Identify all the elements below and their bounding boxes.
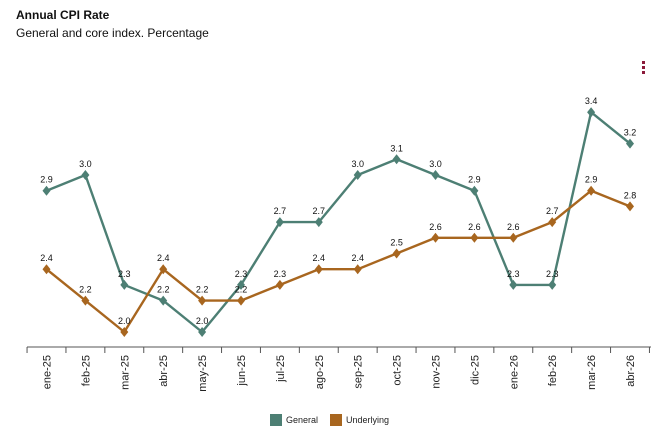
data-point-underlying <box>42 264 51 275</box>
chart-subtitle: General and core index. Percentage <box>16 26 209 40</box>
x-tick-label: jul-25 <box>275 355 287 383</box>
data-label-underlying: 2.7 <box>546 206 559 216</box>
data-point-underlying <box>470 232 479 243</box>
data-point-general <box>587 107 596 118</box>
data-label-underlying: 2.8 <box>624 190 637 200</box>
data-point-underlying <box>431 232 440 243</box>
x-tick-label: ene-25 <box>42 355 54 389</box>
data-label-general: 2.3 <box>507 269 520 279</box>
data-label-underlying: 2.4 <box>313 253 326 263</box>
legend-label-general: General <box>286 415 319 425</box>
data-point-underlying <box>548 217 557 228</box>
x-tick-label: mar-25 <box>119 355 131 390</box>
data-label-underlying: 2.4 <box>157 253 170 263</box>
x-tick-label: abr-25 <box>158 355 170 387</box>
x-tick-label: sep-25 <box>353 355 365 389</box>
x-tick-label: feb-25 <box>80 355 92 386</box>
data-point-general <box>509 279 518 290</box>
data-point-general <box>42 185 51 196</box>
x-tick-label: may-25 <box>197 355 209 392</box>
data-point-general <box>120 279 129 290</box>
legend-swatch-general <box>270 414 282 426</box>
data-point-general <box>626 138 634 149</box>
data-label-underlying: 2.4 <box>40 253 53 263</box>
x-tick-label: nov-25 <box>431 355 443 389</box>
data-point-general <box>392 154 401 165</box>
data-label-general: 3.1 <box>390 143 403 153</box>
data-point-underlying <box>275 279 284 290</box>
data-label-general: 2.7 <box>274 206 287 216</box>
legend: General Underlying <box>270 414 389 426</box>
data-label-general: 2.2 <box>157 285 170 295</box>
data-point-general <box>81 170 90 180</box>
x-tick-label: mar-26 <box>586 355 598 390</box>
data-label-underlying: 2.2 <box>196 285 209 295</box>
data-point-underlying <box>314 264 323 275</box>
chart-title: Annual CPI Rate <box>16 8 110 22</box>
data-label-underlying: 2.6 <box>429 222 442 232</box>
data-label-underlying: 2.4 <box>351 253 364 263</box>
x-tick-label: dic-25 <box>469 355 481 385</box>
data-label-underlying: 2.6 <box>507 222 520 232</box>
data-label-general: 3.0 <box>351 159 364 169</box>
data-point-general <box>353 170 362 180</box>
data-label-general: 3.0 <box>429 159 442 169</box>
data-label-general: 3.4 <box>585 96 598 106</box>
data-point-general <box>470 185 479 196</box>
legend-item-underlying[interactable]: Underlying <box>330 414 389 426</box>
data-label-general: 2.9 <box>40 175 53 185</box>
data-point-underlying <box>353 264 362 275</box>
x-tick-label: jun-25 <box>236 355 248 387</box>
data-label-underlying: 2.2 <box>79 285 92 295</box>
data-point-general <box>548 279 557 290</box>
data-label-general: 2.3 <box>235 269 248 279</box>
x-tick-label: oct-25 <box>392 355 404 386</box>
legend-item-general[interactable]: General <box>270 414 318 426</box>
data-point-underlying <box>81 295 90 306</box>
x-tick-label: ago-25 <box>314 355 326 389</box>
data-point-general <box>275 217 284 228</box>
data-label-general: 2.9 <box>468 175 481 185</box>
x-tick-label: abr-26 <box>625 355 637 387</box>
data-label-underlying: 2.0 <box>118 316 131 326</box>
data-label-underlying: 2.6 <box>468 222 481 232</box>
data-label-general: 3.2 <box>624 128 637 138</box>
data-label-general: 3.0 <box>79 159 92 169</box>
x-tick-label: ene-26 <box>508 355 520 389</box>
data-point-underlying <box>509 232 518 243</box>
data-point-underlying <box>120 327 129 337</box>
data-point-underlying <box>392 248 401 259</box>
data-point-underlying <box>626 201 634 212</box>
data-label-underlying: 2.2 <box>235 285 248 295</box>
data-label-general: 2.3 <box>118 269 131 279</box>
legend-swatch-underlying <box>330 414 343 426</box>
data-label-general: 2.3 <box>546 269 559 279</box>
data-label-underlying: 2.3 <box>274 269 287 279</box>
data-point-underlying <box>587 185 596 196</box>
data-point-general <box>159 295 168 306</box>
data-label-underlying: 2.5 <box>390 238 403 248</box>
vertical-dots-menu-icon[interactable] <box>641 61 647 75</box>
series-line-underlying <box>45 189 631 334</box>
data-point-underlying <box>198 295 207 306</box>
data-point-general <box>431 170 440 180</box>
data-label-general: 2.0 <box>196 316 209 326</box>
data-label-underlying: 2.9 <box>585 175 598 185</box>
legend-label-underlying: Underlying <box>346 415 390 425</box>
data-label-general: 2.7 <box>313 206 326 216</box>
x-tick-label: feb-26 <box>547 355 559 386</box>
data-point-general <box>314 217 323 228</box>
data-point-underlying <box>237 295 245 306</box>
data-point-general <box>237 279 245 290</box>
data-point-general <box>198 327 207 337</box>
data-point-underlying <box>159 264 168 275</box>
series-line-general <box>46 110 631 334</box>
